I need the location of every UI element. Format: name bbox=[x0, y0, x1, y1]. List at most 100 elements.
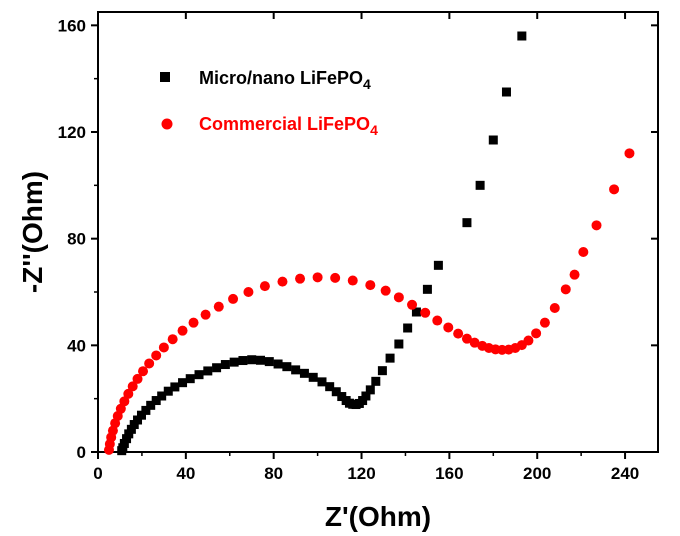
point-s0-41 bbox=[361, 391, 371, 401]
point-s0-44 bbox=[377, 366, 387, 376]
point-s1-51 bbox=[578, 247, 589, 257]
legend-subscript-micro-nano: 4 bbox=[363, 76, 371, 92]
legend-label-commercial: Commercial LiFePO4 bbox=[199, 114, 378, 138]
point-s1-30 bbox=[393, 292, 404, 303]
point-s0-28 bbox=[291, 365, 301, 375]
point-s0-55 bbox=[517, 31, 527, 41]
series-0 bbox=[117, 31, 527, 456]
y-tick-label-160: 160 bbox=[58, 16, 86, 35]
x-tick-label-80: 80 bbox=[264, 464, 283, 483]
point-s0-42 bbox=[365, 385, 375, 395]
point-s0-22 bbox=[238, 356, 248, 366]
y-axis-title: -Z''(Ohm) bbox=[17, 171, 48, 293]
point-s1-13 bbox=[151, 350, 162, 361]
axes-layer: 0 40 80 120 160 200 240 0 40 80 120 160 bbox=[58, 11, 659, 483]
x-axis-title: Z'(Ohm) bbox=[325, 501, 431, 532]
legend-label-micro-nano: Micro/nano LiFePO4 bbox=[199, 68, 371, 92]
point-s0-14 bbox=[170, 382, 180, 392]
point-s1-18 bbox=[200, 309, 211, 320]
x-tick-label-120: 120 bbox=[347, 464, 375, 483]
point-s0-5 bbox=[126, 424, 136, 434]
point-s1-10 bbox=[132, 373, 143, 384]
y-tick-label-40: 40 bbox=[67, 336, 86, 355]
point-s0-31 bbox=[317, 377, 327, 387]
point-s0-33 bbox=[331, 387, 341, 397]
point-s1-11 bbox=[138, 366, 149, 377]
point-s0-48 bbox=[411, 307, 421, 317]
point-s1-49 bbox=[560, 284, 571, 295]
point-s0-3 bbox=[122, 434, 132, 444]
legend-marker-commercial bbox=[161, 118, 173, 130]
point-s1-20 bbox=[228, 293, 239, 304]
point-s0-30 bbox=[308, 372, 318, 382]
point-s0-52 bbox=[475, 180, 485, 190]
point-s0-15 bbox=[178, 378, 188, 388]
point-s0-4 bbox=[124, 429, 134, 439]
point-s0-2 bbox=[119, 438, 129, 448]
point-s1-19 bbox=[213, 301, 224, 312]
legend-subscript-commercial: 4 bbox=[370, 122, 378, 138]
point-s0-8 bbox=[136, 410, 146, 420]
point-s0-13 bbox=[163, 386, 173, 396]
point-s1-31 bbox=[407, 299, 418, 310]
point-s0-19 bbox=[212, 363, 222, 373]
point-s1-46 bbox=[531, 328, 542, 339]
point-s0-6 bbox=[129, 420, 139, 430]
y-tick-label-120: 120 bbox=[58, 123, 86, 142]
x-tick-label-240: 240 bbox=[611, 464, 639, 483]
point-s0-12 bbox=[157, 391, 167, 401]
x-tick-label-160: 160 bbox=[435, 464, 463, 483]
point-s1-28 bbox=[365, 280, 376, 291]
point-s0-32 bbox=[325, 382, 335, 392]
point-s1-48 bbox=[549, 303, 560, 313]
point-s0-25 bbox=[264, 357, 274, 367]
point-s1-17 bbox=[188, 317, 199, 328]
x-tick-label-200: 200 bbox=[523, 464, 551, 483]
point-s1-25 bbox=[312, 272, 323, 283]
point-s1-24 bbox=[295, 273, 306, 284]
point-s0-49 bbox=[422, 284, 432, 294]
point-s1-54 bbox=[624, 148, 635, 159]
point-s1-26 bbox=[330, 272, 341, 283]
point-s1-52 bbox=[591, 220, 602, 231]
y-tick-label-80: 80 bbox=[67, 230, 86, 249]
y-tick-label-0: 0 bbox=[77, 443, 86, 462]
point-s0-7 bbox=[133, 415, 143, 425]
point-s0-24 bbox=[256, 355, 266, 365]
point-s0-11 bbox=[151, 396, 161, 406]
point-s0-43 bbox=[371, 376, 381, 386]
point-s1-53 bbox=[609, 184, 620, 195]
point-s0-46 bbox=[394, 339, 404, 349]
point-s0-23 bbox=[247, 355, 257, 365]
point-s1-33 bbox=[432, 315, 443, 326]
point-s0-54 bbox=[501, 87, 511, 97]
point-s1-7 bbox=[119, 396, 130, 407]
point-s1-22 bbox=[259, 281, 270, 292]
point-s0-26 bbox=[273, 359, 283, 369]
point-s1-47 bbox=[539, 317, 550, 328]
plot-frame bbox=[97, 11, 659, 453]
point-s1-12 bbox=[144, 358, 155, 369]
point-s1-35 bbox=[453, 328, 464, 339]
point-s0-51 bbox=[462, 218, 472, 228]
point-s1-36 bbox=[461, 333, 472, 344]
point-s1-14 bbox=[158, 342, 169, 353]
point-s1-32 bbox=[420, 307, 431, 318]
point-s0-20 bbox=[220, 360, 230, 370]
point-s1-29 bbox=[380, 285, 391, 296]
point-s0-21 bbox=[229, 357, 239, 367]
point-s1-21 bbox=[243, 287, 254, 297]
legend-marker-micro-nano bbox=[160, 72, 170, 82]
point-s1-37 bbox=[469, 337, 480, 348]
x-tick-label-0: 0 bbox=[93, 464, 102, 483]
point-s1-50 bbox=[569, 269, 580, 280]
point-s0-27 bbox=[282, 362, 292, 372]
series-layer bbox=[103, 31, 635, 456]
point-s0-45 bbox=[385, 353, 395, 363]
point-s1-45 bbox=[523, 335, 534, 346]
point-s1-23 bbox=[277, 276, 288, 287]
point-s1-9 bbox=[127, 381, 138, 392]
x-tick-label-40: 40 bbox=[176, 464, 195, 483]
point-s0-17 bbox=[194, 370, 204, 380]
point-s0-53 bbox=[488, 135, 498, 145]
